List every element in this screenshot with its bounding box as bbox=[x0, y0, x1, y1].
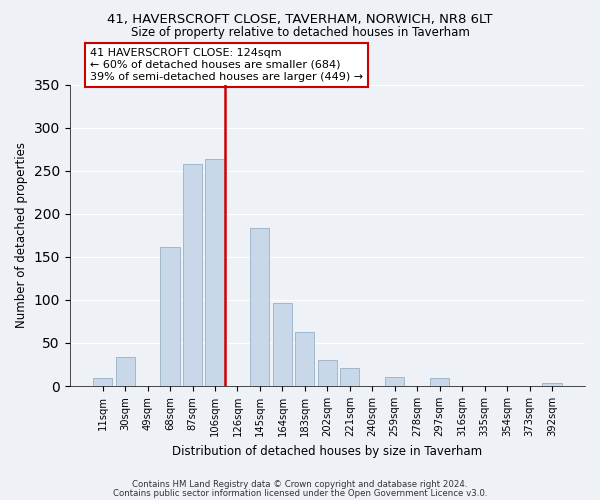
Bar bbox=[93, 378, 112, 386]
Bar bbox=[340, 368, 359, 386]
Bar bbox=[430, 378, 449, 386]
Bar bbox=[160, 246, 179, 386]
Y-axis label: Number of detached properties: Number of detached properties bbox=[15, 142, 28, 328]
Text: Contains public sector information licensed under the Open Government Licence v3: Contains public sector information licen… bbox=[113, 488, 487, 498]
Bar bbox=[183, 164, 202, 386]
Text: Size of property relative to detached houses in Taverham: Size of property relative to detached ho… bbox=[131, 26, 469, 39]
Bar bbox=[295, 332, 314, 386]
Bar bbox=[273, 302, 292, 386]
Text: 41 HAVERSCROFT CLOSE: 124sqm
← 60% of detached houses are smaller (684)
39% of s: 41 HAVERSCROFT CLOSE: 124sqm ← 60% of de… bbox=[90, 48, 364, 82]
Bar bbox=[205, 160, 224, 386]
Bar bbox=[250, 228, 269, 386]
Bar bbox=[318, 360, 337, 386]
Text: 41, HAVERSCROFT CLOSE, TAVERHAM, NORWICH, NR8 6LT: 41, HAVERSCROFT CLOSE, TAVERHAM, NORWICH… bbox=[107, 12, 493, 26]
Bar bbox=[542, 384, 562, 386]
Text: Contains HM Land Registry data © Crown copyright and database right 2024.: Contains HM Land Registry data © Crown c… bbox=[132, 480, 468, 489]
Bar bbox=[385, 378, 404, 386]
X-axis label: Distribution of detached houses by size in Taverham: Distribution of detached houses by size … bbox=[172, 444, 482, 458]
Bar bbox=[116, 357, 134, 386]
